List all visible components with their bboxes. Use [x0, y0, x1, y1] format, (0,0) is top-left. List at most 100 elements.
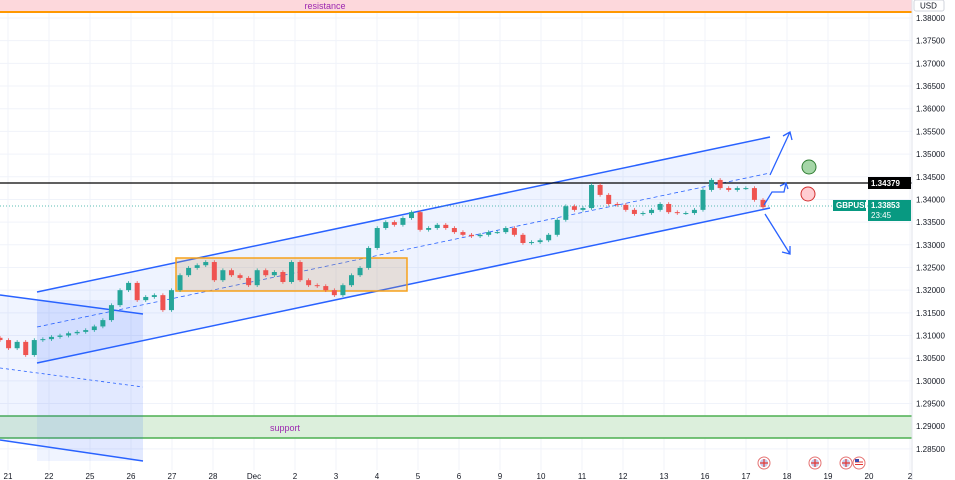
candle-body	[657, 203, 663, 210]
candle	[246, 276, 252, 287]
candle	[451, 226, 457, 234]
y-tick-label: 1.37500	[916, 37, 945, 46]
candle-body	[40, 339, 46, 341]
candle	[194, 263, 200, 270]
candle	[503, 226, 509, 234]
descending-channel-fill	[0, 295, 143, 461]
y-tick-label: 1.36000	[916, 105, 945, 114]
candle-body	[280, 272, 286, 282]
candle-body	[134, 282, 140, 301]
candle-body	[434, 224, 440, 229]
time-axis[interactable]: 21 22 25 26 27 28 Dec 2 3 4 5 6 9 10 11 12 13 16 17 18 19 20 2	[4, 472, 913, 480]
candle	[734, 186, 740, 192]
candle-body	[57, 335, 63, 337]
candle	[151, 293, 157, 299]
candle-body	[520, 234, 526, 243]
x-tick-label: 2	[293, 472, 298, 480]
y-tick-label: 1.31000	[916, 332, 945, 341]
event-flags[interactable]	[757, 456, 866, 470]
candle-body	[674, 212, 680, 214]
candle	[520, 233, 526, 245]
candle-body	[623, 204, 629, 210]
candle	[126, 281, 132, 292]
candle	[640, 211, 646, 216]
candle	[314, 283, 320, 288]
support-zone[interactable]	[0, 416, 912, 438]
candle-body	[66, 333, 72, 336]
candle-body	[108, 305, 114, 321]
buy-signal-icon[interactable]	[801, 159, 817, 175]
y-tick-label: 1.28500	[916, 445, 945, 454]
x-tick-label: 13	[660, 472, 669, 480]
candle	[443, 223, 449, 230]
candle-body	[383, 222, 389, 229]
sell-signal-icon[interactable]	[800, 186, 816, 202]
candle	[409, 210, 415, 220]
candle-body	[409, 212, 415, 219]
candle	[186, 266, 192, 278]
x-tick-label: 6	[457, 472, 462, 480]
candle	[108, 303, 114, 322]
candle-body	[529, 242, 535, 244]
candle-body	[168, 290, 174, 311]
ascending-channel-lower[interactable]	[36, 207, 771, 364]
candle-body	[400, 218, 406, 225]
candle-body	[340, 285, 346, 296]
gb-flag-icon[interactable]	[757, 456, 771, 470]
arrow-down-icon[interactable]	[764, 213, 791, 255]
candle	[709, 178, 715, 192]
candle-body	[743, 188, 749, 190]
candle	[554, 218, 560, 237]
candle	[717, 178, 723, 190]
candle	[0, 335, 3, 342]
x-tick-label: 28	[209, 472, 218, 480]
x-tick-label: 3	[334, 472, 339, 480]
currency-label: USD	[920, 2, 937, 11]
candle-body	[100, 320, 106, 327]
candle	[168, 288, 174, 312]
candle	[366, 246, 372, 270]
candle	[580, 206, 586, 212]
x-tick-label: 20	[865, 472, 874, 480]
arrow-retest-icon[interactable]	[763, 182, 789, 206]
gb-flag-icon[interactable]	[808, 456, 822, 470]
candle-body	[563, 206, 569, 220]
descending-channel-lower[interactable]	[0, 439, 144, 462]
candle-body	[631, 209, 637, 214]
resistance-zone[interactable]	[0, 0, 912, 12]
y-tick-label: 1.36500	[916, 82, 945, 91]
candle	[160, 293, 166, 312]
candle-body	[288, 262, 294, 282]
candle-body	[537, 240, 543, 243]
gb-flag-icon[interactable]	[839, 456, 853, 470]
candle-body	[314, 285, 320, 287]
us-flag-icon[interactable]	[852, 456, 866, 470]
candle	[417, 210, 423, 232]
support-label: support	[270, 423, 301, 433]
x-tick-label: 26	[127, 472, 136, 480]
candle-body	[417, 212, 423, 230]
arrow-up-icon[interactable]	[769, 131, 793, 176]
candle-body	[6, 340, 12, 349]
projection-arrows[interactable]	[763, 131, 793, 255]
candle	[66, 331, 72, 338]
candle	[529, 240, 535, 245]
x-tick-label: Dec	[247, 472, 261, 480]
candle-body	[649, 209, 655, 214]
candle-body	[74, 331, 80, 334]
descending-channel-upper[interactable]	[0, 294, 144, 315]
y-tick-label: 1.38000	[916, 14, 945, 23]
candle	[280, 270, 286, 284]
y-tick-label: 1.34000	[916, 195, 945, 204]
candle	[391, 220, 397, 227]
candle	[571, 204, 577, 212]
candle	[237, 273, 243, 280]
price-axis[interactable]	[912, 0, 955, 480]
ascending-channel-upper[interactable]	[36, 136, 771, 293]
candle-body	[186, 267, 192, 276]
candle	[220, 268, 226, 282]
candle-body	[597, 184, 603, 195]
currency-box[interactable]	[913, 0, 945, 12]
y-tick-label: 1.33500	[916, 218, 945, 227]
